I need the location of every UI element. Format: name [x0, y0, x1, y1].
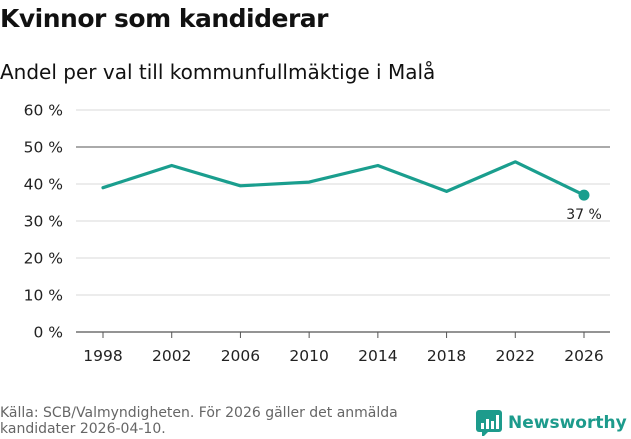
x-tick-label: 2002 — [152, 347, 191, 365]
series-line — [101, 160, 586, 197]
brand-name: Newsworthy — [508, 413, 627, 433]
x-axis-ticks: 1998 2002 2006 2010 2014 2018 2022 2026 — [83, 332, 604, 365]
x-tick-label: 2014 — [358, 347, 397, 365]
y-tick-label: 60 % — [24, 102, 63, 120]
y-tick-label: 20 % — [24, 250, 63, 268]
x-tick-label: 2018 — [427, 347, 466, 365]
x-tick-label: 2006 — [221, 347, 260, 365]
y-tick-label: 30 % — [24, 213, 63, 231]
newsworthy-chart-icon — [476, 410, 502, 436]
last-value-label: 37 % — [566, 207, 602, 223]
series-layer: 37 % — [101, 160, 602, 223]
y-tick-label: 40 % — [24, 176, 63, 194]
newsworthy-logo: Newsworthy — [476, 408, 627, 438]
line-chart: 0 % 10 % 20 % 30 % 40 % 50 % 60 % 1998 2002 2006… — [24, 102, 610, 365]
last-data-point — [578, 189, 590, 201]
x-tick-label: 2026 — [564, 347, 603, 365]
chart-subtitle: Andel per val till kommunfullmäktige i M… — [0, 60, 436, 84]
grid-layer — [76, 109, 610, 333]
y-axis-ticks: 0 % 10 % 20 % 30 % 40 % 50 % 60 % — [24, 102, 63, 342]
x-tick-label: 2010 — [289, 347, 328, 365]
source-note: Källa: SCB/Valmyndigheten. För 2026 gäll… — [0, 405, 398, 437]
y-tick-label: 50 % — [24, 139, 63, 157]
x-tick-label: 1998 — [83, 347, 122, 365]
chart-title: Kvinnor som kandiderar — [0, 4, 329, 33]
x-tick-label: 2022 — [496, 347, 535, 365]
y-tick-label: 0 % — [33, 324, 63, 342]
y-tick-label: 10 % — [24, 287, 63, 305]
